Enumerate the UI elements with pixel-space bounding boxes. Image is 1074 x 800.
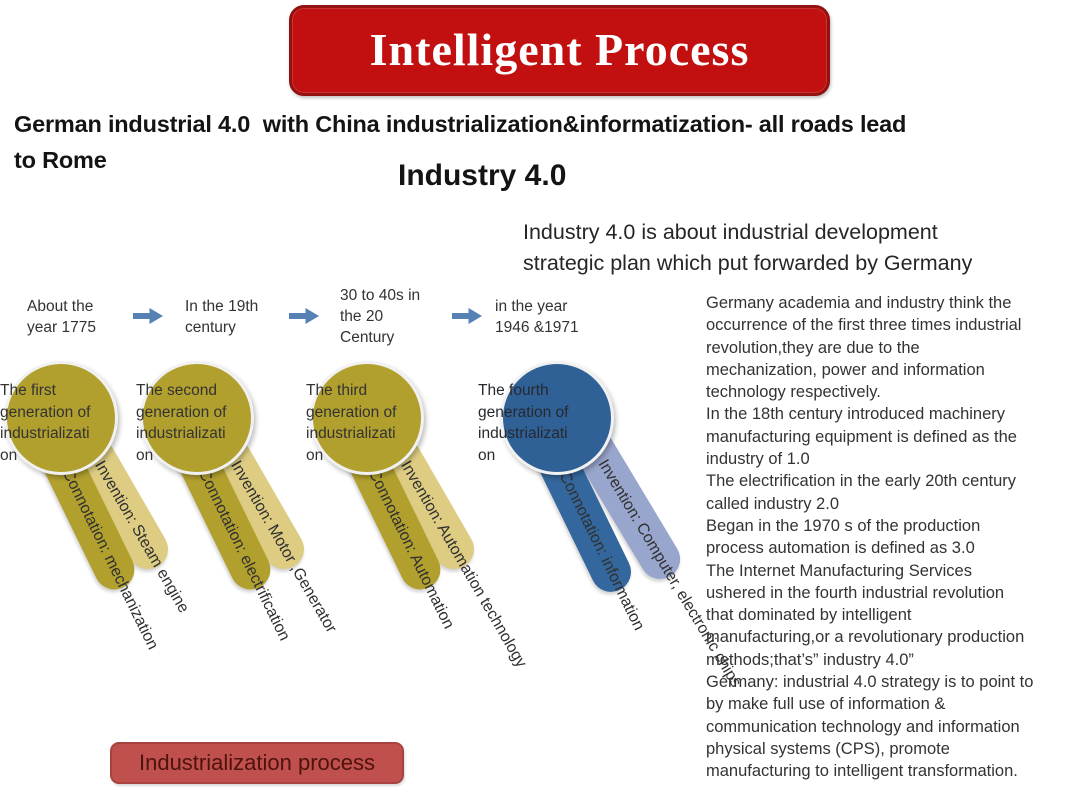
industry-40-title: Industry 4.0 (398, 159, 567, 192)
generation-label: The first generation of industrializati … (0, 382, 91, 464)
slide-heading: German industrial 4.0 with China industr… (14, 111, 907, 173)
generation-label: The fourth generation of industrializati… (478, 382, 569, 464)
generation-circle (140, 361, 254, 475)
generation-label: The third generation of industrializati … (306, 382, 397, 464)
right-arrow-icon (452, 308, 482, 324)
generation-unit-3: Invention: Automation technology Connota… (306, 361, 530, 781)
industry-40-subtitle: Industry 4.0 is about industrial develop… (523, 220, 973, 275)
generation-circle (500, 361, 614, 475)
timeline-step-3: 30 to 40s in the 20 Century (340, 287, 421, 346)
generation-unit-2: Invention: Motor ,Generator Connotation:… (136, 361, 356, 781)
title-banner: Intelligent Process (289, 5, 830, 96)
generation-label: The second generation of industrializati… (136, 382, 227, 464)
timeline-step-4: in the year 1946 &1971 (495, 298, 579, 336)
industrialization-process-box: Industrialization process (110, 742, 404, 784)
description-text: Germany academia and industry think the … (706, 294, 1034, 781)
generation-unit-4: Invention: Computer, electronic chips Co… (478, 361, 744, 781)
right-arrow-icon (133, 308, 163, 324)
generation-unit-1: Invention: Steam engine Connotation: mec… (0, 361, 220, 781)
generation-circle (310, 361, 424, 475)
timeline-step-1: About the year 1775 (27, 298, 96, 336)
generation-circle (4, 361, 118, 475)
timeline-step-2: In the 19th century (185, 298, 259, 336)
right-arrow-icon (289, 308, 319, 324)
